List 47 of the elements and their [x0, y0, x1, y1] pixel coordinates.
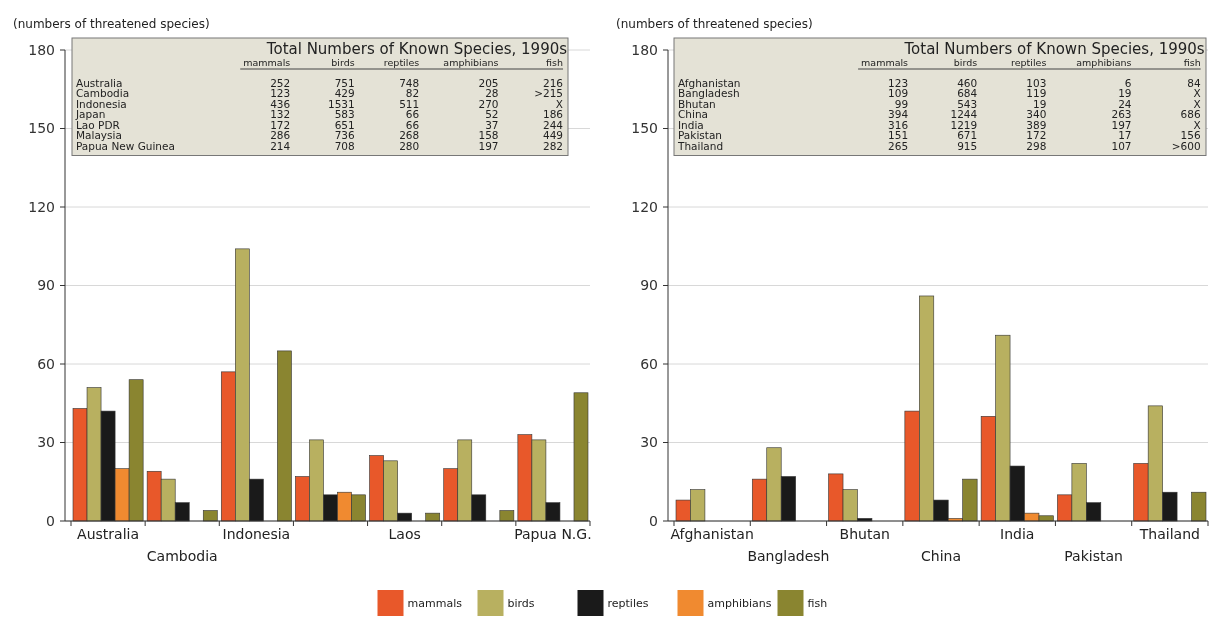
text: Cambodia 123 429 82 28 >215 [76, 87, 564, 99]
text: China 394 1244 340 263 686 [678, 108, 1201, 120]
x-tick-label: Bhutan [839, 526, 890, 542]
annotation: Total Numbers of Known Species, 1990s [903, 40, 1205, 58]
y-tick-label: 0 [649, 512, 658, 529]
text: Indonesia 436 1531 511 270 X [76, 97, 564, 110]
x-tick-label: Indonesia [222, 526, 291, 542]
legend-label: mammals [407, 597, 463, 610]
x-tick-label: Laos [388, 526, 421, 542]
y-tick-label: 60 [37, 355, 55, 372]
legend-label: birds [507, 597, 535, 610]
x-tick-label: China [921, 548, 961, 564]
text: mammals birds reptiles amphibians fish [861, 57, 1201, 68]
y-tick-label: 180 [631, 41, 658, 58]
y-tick-label: 150 [28, 120, 55, 137]
x-tick-label: Bangladesh [747, 548, 830, 564]
annotation: Total Numbers of Known Species, 1990s [265, 40, 568, 58]
y-tick-label: 150 [631, 120, 658, 137]
legend-label: amphibians [707, 597, 772, 610]
x-tick-label: Papua N.G. [514, 526, 592, 542]
text: Pakistan 151 671 172 17 156 [678, 129, 1201, 141]
x-tick-label: India [1000, 526, 1035, 542]
legend-label: fish [807, 597, 828, 610]
y-tick-label: 60 [640, 355, 658, 372]
text: Thailand 265 915 298 107 >600 [678, 139, 1201, 152]
y-axis-title: (numbers of threatened species) [13, 17, 210, 31]
text: mammals birds reptiles amphibians fish [243, 57, 564, 68]
text: Australia 252 751 748 205 216 [76, 76, 564, 89]
x-tick-label: Cambodia [146, 548, 218, 564]
y-tick-label: 120 [28, 198, 55, 215]
x-tick-label: Thailand [1138, 526, 1200, 542]
y-tick-label: 90 [37, 277, 55, 294]
x-tick-label: Afghanistan [670, 526, 754, 542]
legend-label: reptiles [607, 597, 649, 610]
x-tick-label: Pakistan [1064, 548, 1123, 564]
y-tick-label: 90 [640, 277, 658, 294]
y-tick-label: 30 [640, 434, 658, 451]
text: India 316 1219 389 197 X [678, 118, 1201, 131]
y-tick-label: 30 [37, 434, 55, 451]
x-tick-label: Australia [77, 526, 140, 542]
text: Afghanistan 123 460 103 6 84 [678, 76, 1201, 89]
y-tick-label: 120 [631, 198, 658, 215]
y-tick-label: 0 [46, 512, 55, 529]
y-axis-title: (numbers of threatened species) [616, 17, 813, 31]
text: Malaysia 286 736 268 158 449 [76, 129, 564, 141]
text: Japan 132 583 66 52 186 [76, 108, 564, 120]
y-tick-label: 180 [28, 41, 55, 58]
